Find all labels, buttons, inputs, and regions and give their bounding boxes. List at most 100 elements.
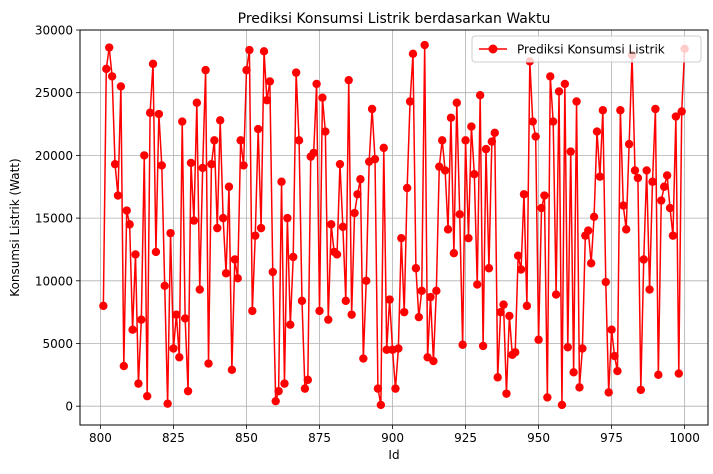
data-point <box>227 365 237 375</box>
data-point <box>300 384 310 393</box>
data-point <box>289 252 298 262</box>
data-point <box>353 190 362 199</box>
data-point <box>213 223 222 233</box>
data-point <box>140 151 149 160</box>
y-tick-label: 10000 <box>35 274 73 288</box>
data-point <box>651 104 660 114</box>
data-point <box>309 148 318 158</box>
data-point <box>572 97 581 106</box>
x-tick-label: 850 <box>235 431 258 445</box>
y-tick-label: 20000 <box>35 149 73 163</box>
data-point <box>297 296 307 306</box>
data-point <box>233 274 242 283</box>
data-point <box>563 343 572 352</box>
data-point <box>172 310 181 319</box>
data-point <box>584 226 593 235</box>
data-point <box>385 295 394 304</box>
data-point <box>426 292 435 302</box>
data-point <box>160 281 169 291</box>
data-point <box>414 312 424 322</box>
data-point <box>283 213 292 223</box>
data-point <box>657 196 666 205</box>
data-point <box>557 400 567 410</box>
data-point <box>239 161 248 170</box>
y-tick-label: 0 <box>65 400 73 414</box>
data-point <box>198 163 207 173</box>
data-point <box>122 206 131 215</box>
x-tick-label: 800 <box>89 431 112 445</box>
data-point <box>367 104 377 114</box>
data-point <box>373 384 383 393</box>
data-point <box>362 276 371 285</box>
data-point <box>560 79 570 89</box>
data-point <box>604 388 613 397</box>
data-point <box>224 182 234 191</box>
data-point <box>522 301 532 311</box>
data-point <box>505 311 514 321</box>
data-point <box>131 250 140 259</box>
data-point <box>259 47 269 56</box>
axes: 800 825 850 875 900 925 950 975 1000050001000015… <box>35 24 700 446</box>
data-point <box>578 344 587 353</box>
data-point <box>382 345 391 354</box>
data-point <box>376 400 386 410</box>
data-point <box>429 356 438 366</box>
y-tick-label: 5000 <box>42 337 73 351</box>
data-point <box>145 108 155 117</box>
data-point <box>294 136 304 145</box>
data-point <box>633 173 643 183</box>
data-point <box>195 285 204 294</box>
data-point <box>668 231 678 240</box>
data-point <box>622 225 631 234</box>
data-point <box>440 166 450 175</box>
data-point <box>230 255 240 264</box>
data-point <box>546 72 555 81</box>
data-point <box>484 264 494 273</box>
data-point <box>481 144 491 154</box>
data-point <box>443 225 453 234</box>
data-point <box>499 300 508 309</box>
data-point <box>548 117 558 126</box>
data-point <box>291 68 301 77</box>
data-point <box>528 117 537 126</box>
data-point <box>566 147 575 156</box>
chart-title: Prediksi Konsumsi Listrik berdasarkan Wa… <box>238 11 551 27</box>
data-point <box>110 159 120 169</box>
data-point <box>178 117 187 126</box>
data-point <box>163 399 172 408</box>
data-point <box>327 220 336 229</box>
data-point <box>554 87 564 96</box>
y-tick-label: 15000 <box>35 212 73 226</box>
data-point <box>595 172 605 181</box>
data-point <box>598 106 608 115</box>
data-point <box>248 306 257 316</box>
data-point <box>417 286 426 296</box>
data-point <box>204 359 213 368</box>
data-point <box>312 79 321 89</box>
data-point <box>192 98 202 107</box>
data-point <box>350 208 359 218</box>
data-point <box>408 49 418 59</box>
data-point <box>268 267 277 277</box>
data-point <box>253 124 263 134</box>
data-point <box>619 201 628 210</box>
data-point <box>478 341 488 351</box>
data-point <box>534 335 543 344</box>
data-point <box>356 175 365 184</box>
data-point <box>207 159 216 169</box>
x-tick-label: 950 <box>527 431 550 445</box>
data-point <box>315 306 324 316</box>
y-axis-label: Konsumsi Listrik (Watt) <box>8 158 22 296</box>
data-point <box>642 166 651 175</box>
data-point <box>321 127 330 136</box>
data-point <box>610 351 619 361</box>
data-point <box>370 154 380 164</box>
plot-frame <box>79 29 709 426</box>
data-point <box>169 344 178 353</box>
data-point <box>645 285 654 294</box>
data-point <box>537 203 546 213</box>
data-point <box>218 213 228 223</box>
data-point <box>262 96 272 105</box>
data-point <box>671 112 681 121</box>
